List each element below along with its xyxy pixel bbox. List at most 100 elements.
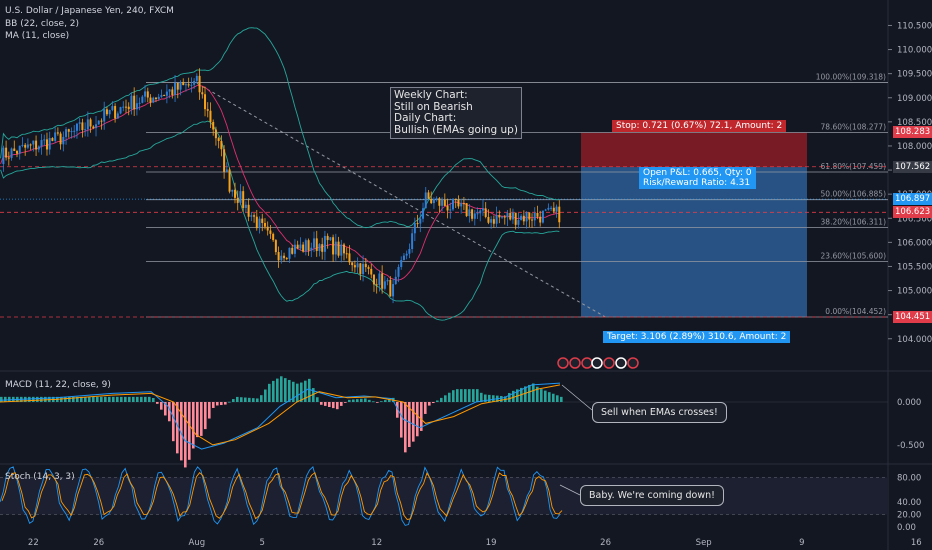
candle-body (498, 215, 501, 218)
candle-body (345, 253, 348, 255)
candle-body (253, 215, 256, 217)
macd-histogram-bar (512, 390, 515, 402)
macd-histogram-bar (488, 394, 491, 402)
candle-body (359, 263, 362, 275)
event-icons[interactable] (557, 357, 639, 369)
bollinger-bands (0, 27, 560, 321)
candle-body (293, 244, 296, 254)
candle-body (37, 146, 40, 150)
macd-histogram-bar (308, 378, 311, 402)
macd-histogram-bar (136, 396, 139, 402)
candle-body (378, 273, 381, 286)
macd-histogram-bar (88, 396, 91, 402)
candle-body (367, 267, 370, 269)
candle-body (152, 97, 155, 103)
stop-label[interactable]: Stop: 0.721 (0.67%) 72.1, Amount: 2 (612, 120, 787, 132)
stoch-tick-label: 20.00 (897, 511, 921, 521)
event-icon (557, 357, 569, 369)
macd-histogram-bar (100, 396, 103, 402)
candle-body (495, 215, 498, 224)
candle-body (195, 75, 198, 81)
candle-body (255, 216, 258, 229)
candle-body (370, 268, 373, 275)
candle-body (51, 138, 54, 141)
candle-body (130, 95, 133, 110)
target-label[interactable]: Target: 3.106 (2.89%) 310.6, Amount: 2 (603, 331, 791, 343)
macd-histogram-bar (464, 389, 467, 402)
candle-body (204, 94, 207, 110)
weekly-note[interactable]: Weekly Chart: Still on Bearish Daily Cha… (390, 87, 522, 139)
candle-body (351, 262, 354, 266)
macd-histogram-bar (248, 397, 251, 402)
target-zone (581, 167, 807, 317)
fibonacci-retracement[interactable]: 100.00%(109.318) 78.60%(108.277) 61.80%(10… (0, 72, 888, 318)
candle-body (225, 169, 228, 172)
macd-histogram-bar (76, 396, 79, 402)
candle-body (228, 169, 231, 192)
candle-body (190, 84, 193, 86)
macd-histogram-bar (532, 383, 535, 402)
macd-histogram-bar (164, 402, 167, 416)
time-tick-label: 22 (28, 538, 39, 548)
stoch-callout[interactable]: Baby. We're coming down! (580, 485, 724, 506)
macd-histogram-bar (260, 395, 263, 402)
candle-body (427, 192, 430, 199)
candle-body (531, 219, 534, 221)
candle-body (182, 81, 185, 86)
candle-body (111, 106, 114, 110)
macd-histogram-bar (148, 396, 151, 402)
candle-body (174, 82, 177, 96)
macd-histogram-bar (172, 402, 175, 442)
candle-body (13, 148, 16, 152)
macd-histogram-bar (400, 402, 403, 438)
candle-body (375, 284, 378, 286)
macd-histogram-bar (92, 396, 95, 402)
candle-body (122, 106, 125, 108)
candle-body (302, 244, 305, 252)
candle-body (146, 91, 149, 98)
macd-histogram-bar (156, 402, 159, 404)
candle-body (473, 213, 476, 219)
macd-callout[interactable]: Sell when EMAs crosses! (592, 402, 727, 423)
macd-histogram-bar (256, 398, 259, 402)
candle-body (400, 260, 403, 267)
candle-body (89, 119, 92, 127)
candle-body (438, 198, 441, 206)
macd-tick-label: 0.000 (897, 398, 921, 408)
candle-body (198, 75, 201, 93)
candle-body (389, 279, 392, 297)
stoch-legend: Stoch (14, 3, 3) (5, 472, 75, 482)
candle-body (261, 218, 264, 224)
candle-body (392, 284, 395, 297)
candle-body (100, 120, 103, 122)
macd-histogram-bar (444, 395, 447, 402)
position-zones[interactable] (581, 132, 807, 317)
stoch-pane: 80.00 40.00 20.00 0.00 (0, 466, 921, 533)
candle-body (288, 247, 291, 259)
candle-body (187, 84, 190, 86)
candle-body (460, 203, 463, 207)
price-tick-label: 106.000 (897, 238, 932, 248)
candle-body (435, 198, 438, 200)
candle-body (383, 281, 386, 289)
candle-body (522, 215, 525, 222)
candle-body (321, 244, 324, 252)
macd-histogram-bar (476, 389, 479, 402)
price-tag: 107.562 (893, 161, 932, 174)
macd-histogram-bar (560, 396, 563, 402)
macd-histogram-bar (128, 396, 131, 402)
candle-body (157, 96, 160, 100)
candle-body (441, 200, 444, 206)
macd-histogram-bar (340, 402, 343, 406)
candle-body (323, 235, 326, 252)
price-tick-label: 104.000 (897, 335, 932, 345)
bb-upper-band (0, 27, 560, 229)
candle-body (487, 216, 490, 223)
pnl-label[interactable]: Open P&L: 0.665, Qty: 0 Risk/Reward Rati… (639, 167, 756, 189)
macd-histogram-bar (368, 399, 371, 402)
candle-body (43, 139, 46, 141)
macd-histogram-bar (500, 395, 503, 402)
macd-callout-pointer (561, 384, 593, 411)
